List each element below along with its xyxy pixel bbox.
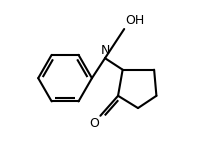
- Text: O: O: [89, 117, 99, 130]
- Text: N: N: [100, 44, 110, 57]
- Text: OH: OH: [126, 15, 145, 28]
